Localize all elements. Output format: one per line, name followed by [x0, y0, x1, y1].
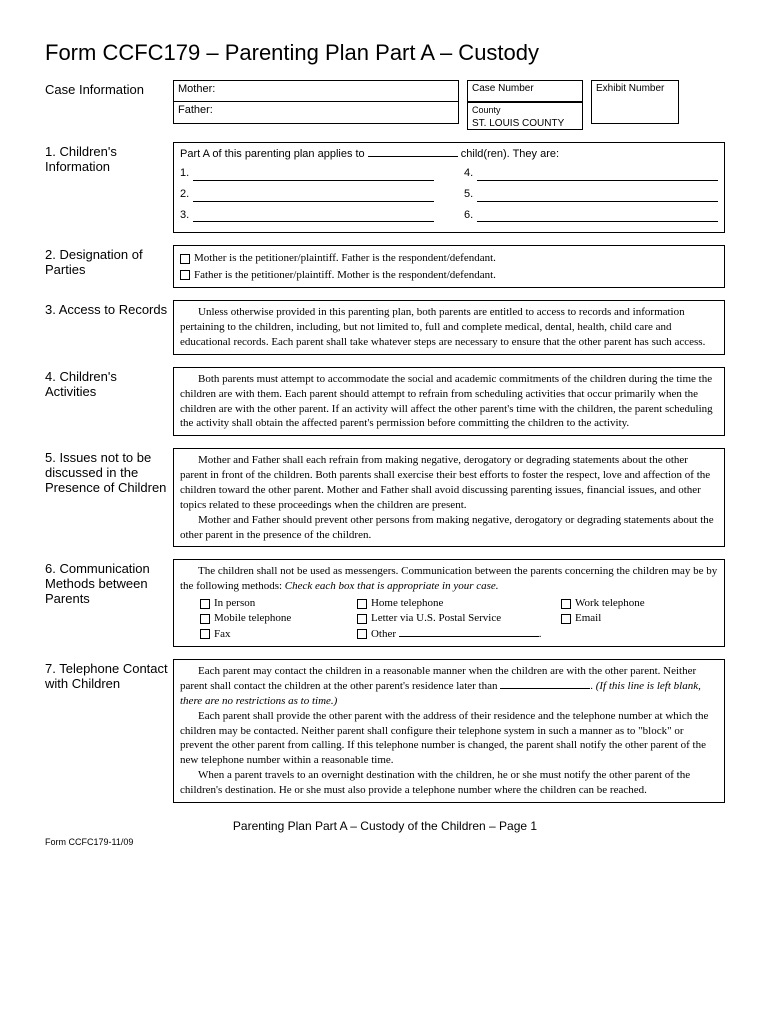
s7-p3: When a parent travels to an overnight de…	[180, 768, 718, 798]
case-info-label: Case Information	[45, 80, 173, 130]
section-1: 1. Children's Information Part A of this…	[45, 142, 725, 233]
s6-m6: Email	[575, 612, 601, 624]
s1-line6[interactable]	[477, 210, 718, 222]
s1-label: 1. Children's Information	[45, 142, 173, 233]
s6-m1: In person	[214, 597, 255, 609]
s6-cb5[interactable]	[357, 614, 367, 624]
case-number-field[interactable]: Case Number	[467, 80, 583, 102]
s6-cb3[interactable]	[561, 599, 571, 609]
section-case-info: Case Information Mother: Father: Case Nu…	[45, 80, 725, 130]
s2-checkbox-2[interactable]	[180, 270, 190, 280]
section-4: 4. Children's Activities Both parents mu…	[45, 367, 725, 436]
s5-p2: Mother and Father should prevent other p…	[180, 513, 718, 543]
s1-intro2: child(ren). They are:	[458, 148, 559, 160]
s6-cb1[interactable]	[200, 599, 210, 609]
s6-cb4[interactable]	[200, 614, 210, 624]
s6-cb6[interactable]	[561, 614, 571, 624]
s7-p2: Each parent shall provide the other pare…	[180, 709, 718, 768]
s1-n6: 6.	[464, 208, 473, 223]
s5-p1: Mother and Father shall each refrain fro…	[180, 453, 718, 512]
section-6: 6. Communication Methods between Parents…	[45, 559, 725, 647]
s1-n2: 2.	[180, 187, 189, 202]
s2-opt2: Father is the petitioner/plaintiff. Moth…	[194, 269, 496, 281]
s2-label: 2. Designation of Parties	[45, 245, 173, 288]
s6-m5: Letter via U.S. Postal Service	[371, 612, 501, 624]
s6-m4: Mobile telephone	[214, 612, 291, 624]
s6-label: 6. Communication Methods between Parents	[45, 559, 173, 647]
s1-line3[interactable]	[193, 210, 434, 222]
s7-time-line[interactable]	[500, 679, 590, 689]
form-code: Form CCFC179-11/09	[45, 837, 725, 847]
s6-m7: Fax	[214, 628, 231, 640]
father-field[interactable]: Father:	[173, 102, 459, 124]
s6-m2: Home telephone	[371, 597, 443, 609]
s2-opt1: Mother is the petitioner/plaintiff. Fath…	[194, 252, 496, 264]
s1-line4[interactable]	[477, 169, 718, 181]
mother-field[interactable]: Mother:	[173, 80, 459, 102]
section-3: 3. Access to Records Unless otherwise pr…	[45, 300, 725, 355]
s1-intro1: Part A of this parenting plan applies to	[180, 148, 368, 160]
s5-label: 5. Issues not to be discussed in the Pre…	[45, 448, 173, 547]
s6-m3: Work telephone	[575, 597, 645, 609]
s1-blank-count[interactable]	[368, 147, 458, 157]
s1-n1: 1.	[180, 166, 189, 181]
s1-n3: 3.	[180, 208, 189, 223]
s2-checkbox-1[interactable]	[180, 254, 190, 264]
s6-cb7[interactable]	[200, 629, 210, 639]
s3-text: Unless otherwise provided in this parent…	[173, 300, 725, 355]
s6-intro2: Check each box that is appropriate in yo…	[285, 580, 499, 592]
s3-label: 3. Access to Records	[45, 300, 173, 355]
s1-line2[interactable]	[193, 190, 434, 202]
exhibit-number-field[interactable]: Exhibit Number	[591, 80, 679, 124]
county-value: ST. LOUIS COUNTY	[467, 116, 583, 130]
s6-other-line[interactable]	[399, 627, 539, 637]
section-2: 2. Designation of Parties Mother is the …	[45, 245, 725, 288]
s4-label: 4. Children's Activities	[45, 367, 173, 436]
page-title: Form CCFC179 – Parenting Plan Part A – C…	[45, 40, 725, 66]
s6-m8: Other	[371, 628, 399, 640]
s1-n5: 5.	[464, 187, 473, 202]
s4-text: Both parents must attempt to accommodate…	[173, 367, 725, 436]
s1-line5[interactable]	[477, 190, 718, 202]
s7-label: 7. Telephone Contact with Children	[45, 659, 173, 803]
county-label: County	[467, 102, 583, 116]
section-7: 7. Telephone Contact with Children Each …	[45, 659, 725, 803]
s6-cb8[interactable]	[357, 629, 367, 639]
section-5: 5. Issues not to be discussed in the Pre…	[45, 448, 725, 547]
page-footer: Parenting Plan Part A – Custody of the C…	[45, 819, 725, 833]
s1-n4: 4.	[464, 166, 473, 181]
s1-line1[interactable]	[193, 169, 434, 181]
s6-cb2[interactable]	[357, 599, 367, 609]
